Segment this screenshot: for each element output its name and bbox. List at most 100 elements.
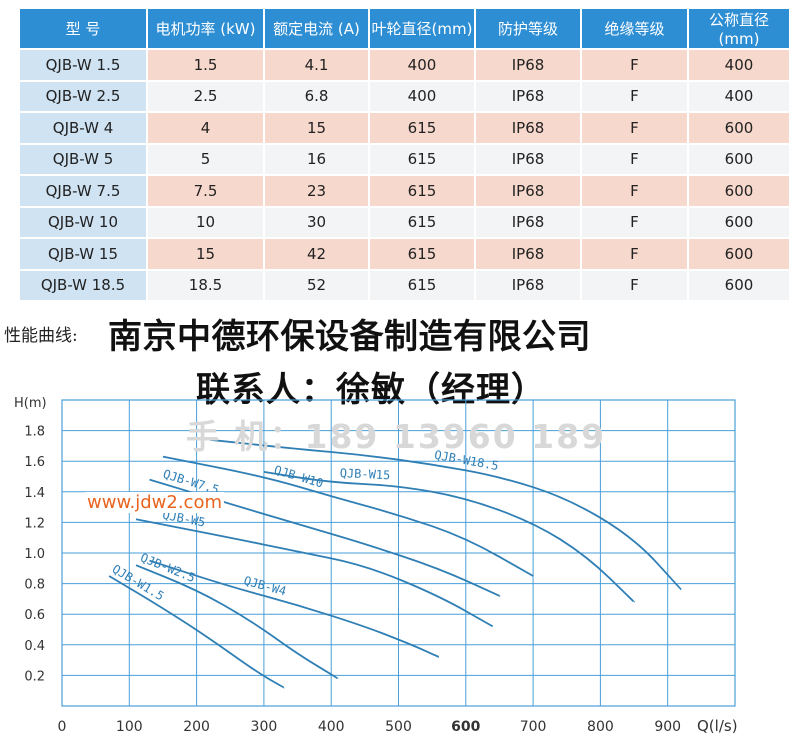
- cell-power: 15: [148, 237, 265, 269]
- cell-power: 1.5: [148, 48, 265, 80]
- table-row: QJB-W 18.5 18.5 52 615 IP68 F 600: [20, 268, 791, 300]
- cell-current: 30: [265, 205, 370, 237]
- section-label: 性能曲线:: [4, 326, 78, 346]
- performance-chart: 0 100 200 300 400 500 600 700 800 900 0.2 0.4 0.6 0.8…: [14, 396, 738, 735]
- curve-qjb-w18-5: [210, 438, 682, 591]
- cell-insulation: F: [582, 205, 689, 237]
- company-name: 南京中德环保设备制造有限公司: [108, 317, 591, 357]
- table-row: QJB-W 7.5 7.5 23 615 IP68 F 600: [20, 174, 791, 206]
- x-axis-label: Q(l/s): [697, 717, 738, 735]
- curve-qjb-w2-5: [135, 564, 339, 680]
- col-header-protection: 防护等级: [476, 9, 582, 48]
- cell-impeller: 400: [370, 79, 476, 111]
- cell-impeller: 615: [370, 111, 476, 143]
- cell-power: 7.5: [148, 174, 265, 206]
- curve-label: QJB-W15: [339, 466, 390, 482]
- cell-model: QJB-W 1.5: [20, 48, 148, 80]
- x-tick-label: 100: [116, 719, 143, 735]
- cell-impeller: 615: [370, 174, 476, 206]
- cell-power: 5: [148, 142, 265, 174]
- cell-insulation: F: [582, 174, 689, 206]
- cell-insulation: F: [582, 79, 689, 111]
- table-row: QJB-W 4 4 15 615 IP68 F 600: [20, 111, 791, 143]
- cell-model: QJB-W 2.5: [20, 79, 148, 111]
- y-tick-label: 0.4: [24, 639, 45, 654]
- cell-model: QJB-W 15: [20, 237, 148, 269]
- table-row: QJB-W 1.5 1.5 4.1 400 IP68 F 400: [20, 48, 791, 80]
- cell-power: 10: [148, 205, 265, 237]
- cell-model: QJB-W 4: [20, 111, 148, 143]
- curve-qjb-w1-5: [108, 575, 285, 689]
- phone-watermark: 手 机：189 13960 189: [186, 417, 607, 456]
- cell-protection: IP68: [476, 142, 582, 174]
- col-header-model: 型 号: [20, 9, 148, 48]
- col-header-impeller: 叶轮直径(mm): [370, 9, 476, 48]
- cell-model: QJB-W 18.5: [20, 268, 148, 300]
- x-tick-label: 200: [183, 719, 210, 735]
- cell-current: 23: [265, 174, 370, 206]
- x-tick-label: 400: [318, 719, 345, 735]
- cell-diameter: 600: [689, 237, 791, 269]
- cell-model: QJB-W 10: [20, 205, 148, 237]
- col-header-diameter: 公称直径(mm): [689, 9, 791, 48]
- x-tick-label: 300: [251, 719, 278, 735]
- table-row: QJB-W 2.5 2.5 6.8 400 IP68 F 400: [20, 79, 791, 111]
- cell-impeller: 615: [370, 237, 476, 269]
- y-tick-label: 1.8: [24, 425, 45, 440]
- cell-current: 16: [265, 142, 370, 174]
- cell-protection: IP68: [476, 174, 582, 206]
- table-row: QJB-W 10 10 30 615 IP68 F 600: [20, 205, 791, 237]
- cell-diameter: 600: [689, 142, 791, 174]
- contact-person: 联系人：徐敏（经理）: [196, 370, 546, 410]
- y-tick-label: 1.6: [24, 455, 45, 470]
- cell-insulation: F: [582, 111, 689, 143]
- cell-insulation: F: [582, 142, 689, 174]
- x-tick-label: 0: [58, 719, 67, 735]
- cell-impeller: 400: [370, 48, 476, 80]
- col-header-current: 额定电流 (A): [265, 9, 370, 48]
- cell-protection: IP68: [476, 205, 582, 237]
- y-tick-label: 1.0: [24, 547, 45, 562]
- y-tick-label: 0.6: [24, 608, 45, 623]
- cell-current: 4.1: [265, 48, 370, 80]
- cell-impeller: 615: [370, 268, 476, 300]
- cell-diameter: 600: [689, 268, 791, 300]
- curve-qjb-w7-5: [149, 478, 501, 597]
- cell-insulation: F: [582, 268, 689, 300]
- col-header-insulation: 绝缘等级: [582, 9, 689, 48]
- cell-impeller: 615: [370, 142, 476, 174]
- cell-insulation: F: [582, 48, 689, 80]
- cell-current: 42: [265, 237, 370, 269]
- curve-qjb-w15: [263, 471, 635, 603]
- cell-insulation: F: [582, 237, 689, 269]
- curve-label: QJB-W4: [242, 574, 288, 599]
- x-tick-label: 500: [385, 719, 412, 735]
- cell-diameter: 400: [689, 48, 791, 80]
- cell-current: 15: [265, 111, 370, 143]
- chart-curves: [108, 438, 682, 689]
- x-tick-label: 900: [654, 719, 681, 735]
- y-tick-label: 1.4: [24, 486, 45, 501]
- col-header-power: 电机功率 (kW): [148, 9, 265, 48]
- website-url: www.jdw2.com: [85, 492, 224, 513]
- cell-model: QJB-W 7.5: [20, 174, 148, 206]
- chart-ticks: 0 100 200 300 400 500 600 700 800 900 0.2 0.4 0.6 0.8…: [24, 425, 681, 735]
- cell-impeller: 615: [370, 205, 476, 237]
- spec-table: 型 号 电机功率 (kW) 额定电流 (A) 叶轮直径(mm) 防护等级 绝缘等…: [20, 9, 791, 300]
- cell-diameter: 600: [689, 174, 791, 206]
- cell-power: 2.5: [148, 79, 265, 111]
- cell-diameter: 600: [689, 111, 791, 143]
- cell-protection: IP68: [476, 48, 582, 80]
- cell-model: QJB-W 5: [20, 142, 148, 174]
- cell-power: 4: [148, 111, 265, 143]
- curve-qjb-w4: [149, 559, 440, 658]
- table-row: QJB-W 15 15 42 615 IP68 F 600: [20, 237, 791, 269]
- table-header-row: 型 号 电机功率 (kW) 额定电流 (A) 叶轮直径(mm) 防护等级 绝缘等…: [20, 9, 791, 48]
- cell-protection: IP68: [476, 237, 582, 269]
- chart-grid: [61, 399, 736, 707]
- x-tick-label: 800: [587, 719, 614, 735]
- cell-diameter: 600: [689, 205, 791, 237]
- y-axis-label: H(m): [14, 396, 47, 411]
- x-tick-label: 700: [520, 719, 547, 735]
- x-tick-label: 600: [451, 719, 480, 735]
